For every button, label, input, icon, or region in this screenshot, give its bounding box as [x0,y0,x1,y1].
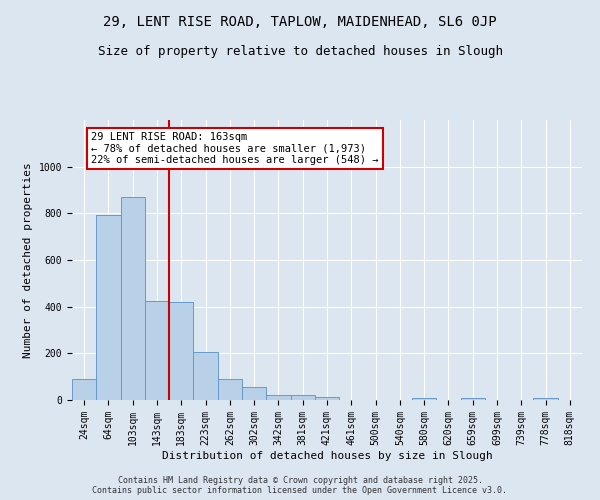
Bar [145,301,169,400]
X-axis label: Distribution of detached houses by size in Slough: Distribution of detached houses by size … [161,450,493,460]
Bar [218,379,242,400]
Bar [266,395,290,400]
Bar [96,214,121,400]
Bar [533,398,558,400]
Bar [290,396,315,400]
Y-axis label: Number of detached properties: Number of detached properties [23,162,33,358]
Text: Contains HM Land Registry data © Crown copyright and database right 2025.
Contai: Contains HM Land Registry data © Crown c… [92,476,508,495]
Bar [461,398,485,400]
Bar [193,352,218,400]
Bar [242,387,266,400]
Bar [169,302,193,400]
Text: 29 LENT RISE ROAD: 163sqm
← 78% of detached houses are smaller (1,973)
22% of se: 29 LENT RISE ROAD: 163sqm ← 78% of detac… [91,132,379,165]
Bar [72,379,96,400]
Text: Size of property relative to detached houses in Slough: Size of property relative to detached ho… [97,45,503,58]
Text: 29, LENT RISE ROAD, TAPLOW, MAIDENHEAD, SL6 0JP: 29, LENT RISE ROAD, TAPLOW, MAIDENHEAD, … [103,15,497,29]
Bar [412,398,436,400]
Bar [315,396,339,400]
Bar [121,197,145,400]
